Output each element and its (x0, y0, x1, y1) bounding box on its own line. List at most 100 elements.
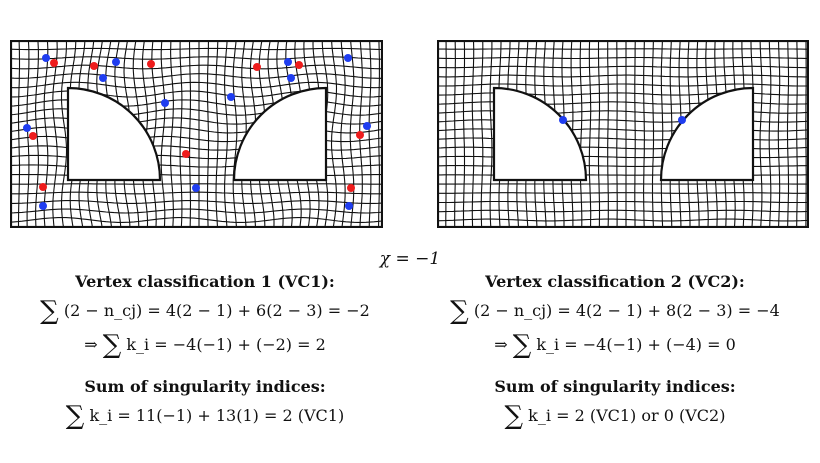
singularity-point-negative (192, 184, 200, 192)
vc1-equation-2: ⇒ ∑ k_i = −4(−1) + (−2) = 2 (0, 331, 410, 359)
vc2-equation-2: ⇒ ∑ k_i = −4(−1) + (−4) = 0 (410, 331, 820, 359)
singularity-point-negative (287, 74, 295, 82)
quad-mesh-vc2 (437, 40, 809, 228)
mesh-line-vertical (35, 40, 39, 228)
sum-indices-title-left: Sum of singularity indices: (84, 377, 326, 396)
mesh-line-vertical (597, 40, 601, 228)
singularity-point-positive (356, 131, 364, 139)
mesh-line-vertical (489, 40, 493, 228)
mesh-line-vertical (471, 40, 475, 228)
singularity-point-positive (147, 60, 155, 68)
implies-symbol: ⇒ (84, 335, 98, 354)
mesh-line-vertical (52, 40, 58, 228)
singularity-point-positive (347, 184, 355, 192)
mesh-line-vertical (454, 40, 456, 228)
mesh-line-vertical (579, 40, 583, 228)
sum-right-text: k_i = 2 (VC1) or 0 (VC2) (528, 406, 726, 425)
sum-indices-equation-right: ∑ k_i = 2 (VC1) or 0 (VC2) (410, 402, 820, 430)
singularity-point-negative (345, 202, 353, 210)
mesh-hole (232, 86, 328, 182)
vc2-title: Vertex classification 2 (VC2): (485, 272, 745, 291)
sum-symbol: ∑ (65, 401, 85, 431)
mesh-line-vertical (349, 40, 355, 228)
singularity-point-positive (182, 150, 190, 158)
mesh-line-vertical (480, 40, 484, 228)
mesh-line-vertical (224, 40, 228, 228)
mesh-line-vertical (777, 40, 781, 228)
mesh-line-vertical (651, 40, 655, 228)
mesh-line-horizontal (10, 217, 383, 223)
sum-left-text: k_i = 11(−1) + 13(1) = 2 (VC1) (89, 406, 345, 425)
mesh-line-horizontal (437, 200, 809, 204)
mesh-line-vertical (462, 40, 466, 228)
singularity-point-negative (39, 202, 47, 210)
singularity-point-negative (227, 93, 235, 101)
sum-indices-title-right: Sum of singularity indices: (494, 377, 736, 396)
sum-symbol: ∑ (450, 296, 469, 326)
singularity-point-positive (253, 63, 261, 71)
singularity-point-negative (112, 58, 120, 66)
mesh-line-horizontal (10, 47, 383, 51)
singularity-point-negative (678, 116, 686, 124)
vc2-column: Vertex classification 2 (VC2): ∑ (2 − n_… (410, 270, 820, 430)
mesh-line-vertical (215, 40, 219, 228)
mesh-line-vertical (43, 40, 49, 228)
singularity-point-negative (284, 58, 292, 66)
mesh-line-vertical (170, 40, 174, 228)
mesh-line-vertical (660, 40, 664, 228)
mesh-line-horizontal (10, 208, 383, 214)
mesh-line-horizontal (10, 200, 383, 204)
mesh-line-vertical (786, 40, 790, 228)
mesh-line-vertical (643, 40, 645, 228)
mesh-line-horizontal (10, 56, 383, 60)
mesh-line-vertical (669, 40, 673, 228)
sum-symbol: ∑ (512, 330, 532, 360)
mesh-line-vertical (232, 40, 238, 228)
implies-symbol: ⇒ (494, 335, 508, 354)
mesh-line-horizontal (437, 74, 809, 78)
mesh-line-vertical (588, 40, 592, 228)
vc1-title: Vertex classification 1 (VC1): (75, 272, 335, 291)
mesh-line-vertical (60, 40, 68, 228)
singularity-point-negative (559, 116, 567, 124)
mesh-line-vertical (796, 40, 798, 228)
singularity-point-negative (161, 99, 169, 107)
mesh-line-vertical (179, 40, 183, 228)
mesh-line-vertical (607, 40, 609, 228)
mesh-line-horizontal (437, 83, 809, 87)
vc1-eq2-text: k_i = −4(−1) + (−2) = 2 (126, 335, 326, 354)
singularity-point-positive (295, 61, 303, 69)
sum-symbol: ∑ (102, 330, 122, 360)
sum-symbol: ∑ (40, 296, 59, 326)
sum-symbol: ∑ (504, 401, 524, 431)
singularity-point-negative (99, 74, 107, 82)
vc1-column: Vertex classification 1 (VC1): ∑ (2 − n_… (0, 270, 410, 430)
singularity-point-positive (90, 62, 98, 70)
vc2-eq1-text: (2 − n_cj) = 4(2 − 1) + 8(2 − 3) = −4 (473, 301, 780, 320)
vc2-eq2-text: k_i = −4(−1) + (−4) = 0 (536, 335, 736, 354)
mesh-line-vertical (151, 40, 157, 228)
mesh-hole (66, 86, 162, 182)
singularity-point-negative (42, 54, 50, 62)
mesh-boundary (10, 40, 383, 228)
mesh-panel-right (437, 40, 809, 228)
mesh-line-vertical (206, 40, 210, 228)
mesh-line-horizontal (437, 56, 809, 60)
euler-characteristic-label: χ = −1 (379, 249, 441, 269)
vc1-eq1-text: (2 − n_cj) = 4(2 − 1) + 6(2 − 3) = −2 (63, 301, 370, 320)
mesh-line-vertical (340, 40, 346, 228)
mesh-line-vertical (188, 40, 192, 228)
singularity-point-negative (344, 54, 352, 62)
mesh-panel-left (10, 40, 383, 228)
mesh-line-horizontal (10, 81, 383, 89)
mesh-line-vertical (160, 40, 166, 228)
singularity-point-negative (23, 124, 31, 132)
mesh-line-vertical (378, 40, 380, 228)
mesh-line-horizontal (10, 64, 383, 70)
mesh-boundary (437, 40, 809, 228)
mesh-line-vertical (368, 40, 372, 228)
mesh-line-horizontal (10, 191, 382, 195)
mesh-line-horizontal (437, 192, 809, 194)
vc2-equation-1: ∑ (2 − n_cj) = 4(2 − 1) + 8(2 − 3) = −4 (410, 297, 820, 325)
mesh-line-vertical (17, 40, 21, 228)
